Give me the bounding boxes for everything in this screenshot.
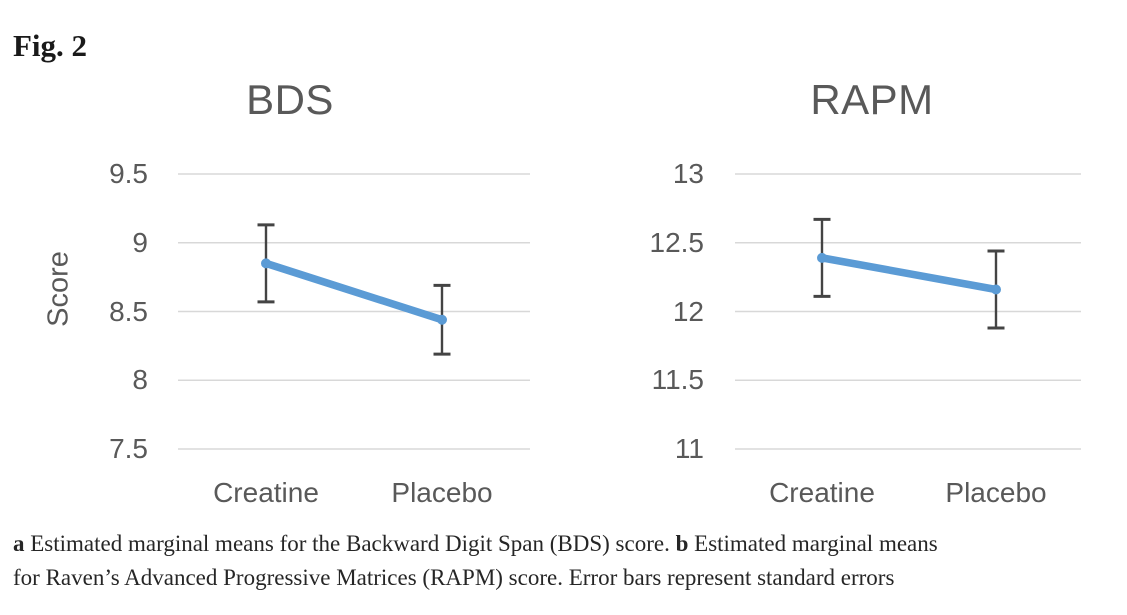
- x-category-label: Placebo: [391, 477, 493, 508]
- chart-title-rapm: RAPM: [810, 76, 934, 123]
- caption-text: Estimated marginal means for the Backwar…: [24, 531, 676, 556]
- caption-bold-marker: b: [675, 531, 689, 556]
- y-tick-label: 13: [672, 158, 704, 189]
- y-tick-label: 9: [132, 226, 148, 258]
- x-category-label: Creatine: [213, 477, 319, 508]
- y-tick-label: 9.5: [109, 158, 148, 189]
- y-tick-label: 7.5: [109, 433, 148, 464]
- data-point: [817, 252, 827, 263]
- data-point: [437, 314, 447, 325]
- data-line: [818, 254, 1000, 294]
- caption-text: for Raven’s Advanced Progressive Matrice…: [13, 564, 895, 590]
- figure-label: Fig. 2: [13, 28, 88, 63]
- caption-line: a Estimated marginal means for the Backw…: [13, 527, 1118, 561]
- y-tick-label: 8.5: [109, 295, 148, 327]
- figure-caption: a Estimated marginal means for the Backw…: [13, 527, 1118, 594]
- y-tick-label: 11: [674, 433, 704, 464]
- y-tick-label: 12: [672, 295, 704, 327]
- x-category-label: Placebo: [945, 477, 1047, 508]
- y-tick-label: 12.5: [649, 226, 705, 258]
- caption-text: Estimated marginal means: [688, 531, 938, 556]
- y-tick-label: 8: [132, 364, 148, 396]
- x-category-label: Creatine: [769, 477, 875, 508]
- caption-bold-marker: a: [13, 531, 25, 556]
- data-line: [262, 259, 446, 324]
- y-tick-label: 11.5: [651, 364, 704, 396]
- caption-line: for Raven’s Advanced Progressive Matrice…: [13, 561, 1118, 595]
- data-point: [991, 284, 1001, 295]
- data-point: [261, 258, 271, 269]
- chart-title-bds: BDS: [246, 76, 334, 123]
